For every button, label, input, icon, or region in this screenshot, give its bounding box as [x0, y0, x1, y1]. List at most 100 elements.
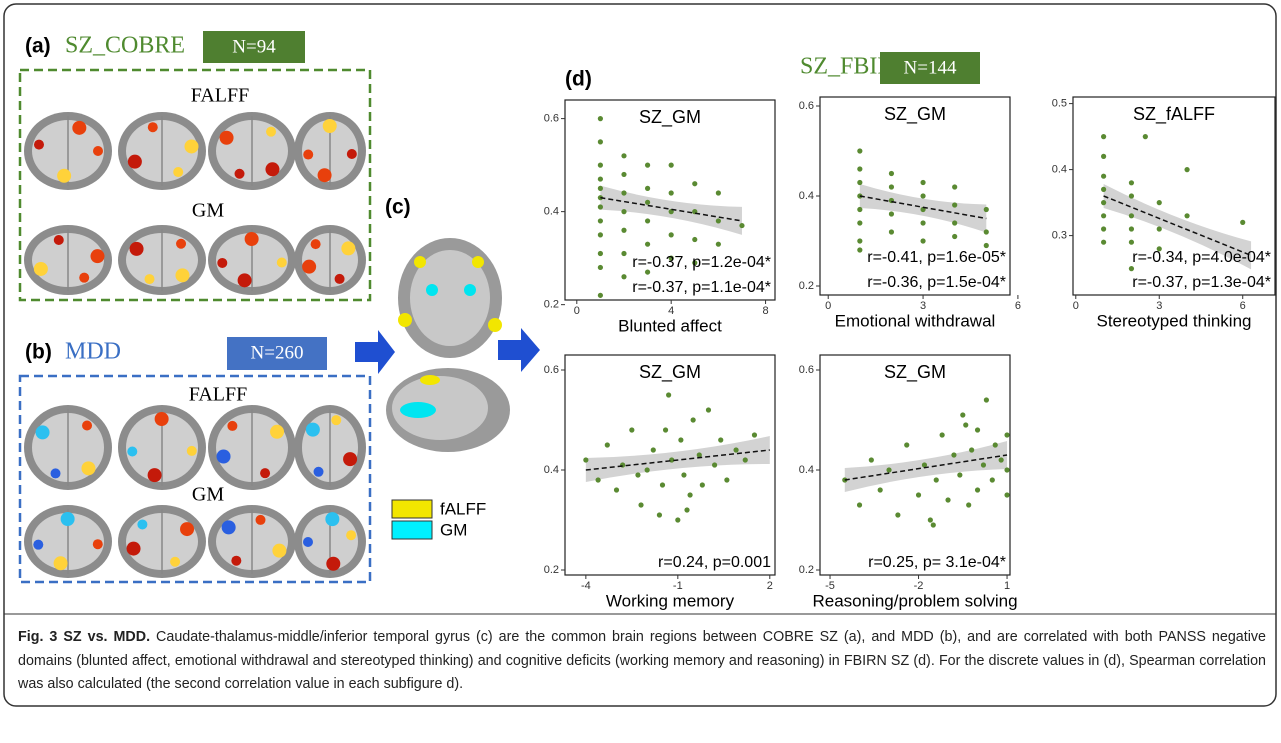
point: [952, 202, 957, 207]
point: [928, 517, 933, 522]
point: [920, 238, 925, 243]
point: [752, 432, 757, 437]
point: [857, 180, 862, 185]
point: [1101, 226, 1106, 231]
x-axis-label: Emotional withdrawal: [835, 311, 996, 330]
blob: [54, 235, 64, 245]
blob: [347, 149, 357, 159]
point: [638, 502, 643, 507]
blob: [148, 122, 158, 132]
x-axis-label: Stereotyped thinking: [1097, 311, 1252, 330]
point: [1184, 213, 1189, 218]
blob: [266, 127, 276, 137]
row-label: FALFF: [189, 384, 248, 406]
point: [645, 163, 650, 168]
point: [916, 492, 921, 497]
blob: [303, 150, 313, 160]
x-tick-label: -5: [825, 580, 835, 592]
blob: [400, 402, 436, 418]
blob: [128, 155, 142, 169]
n-label: N=144: [904, 57, 957, 78]
blob: [217, 258, 227, 268]
point: [598, 176, 603, 181]
point: [598, 232, 603, 237]
x-tick-label: -4: [581, 580, 591, 592]
point: [596, 477, 601, 482]
point: [1004, 467, 1009, 472]
point: [645, 186, 650, 191]
point: [1129, 266, 1134, 271]
blob: [180, 522, 194, 536]
legend-label: GM: [440, 520, 467, 539]
point: [1101, 240, 1106, 245]
point: [706, 407, 711, 412]
blob: [341, 241, 355, 255]
blob: [51, 468, 61, 478]
blob: [472, 256, 484, 268]
x-tick-label: 2: [767, 580, 773, 592]
blob: [398, 313, 412, 327]
caption-text: Caudate-thalamus-middle/inferior tempora…: [18, 629, 1266, 692]
point: [1101, 213, 1106, 218]
y-tick-label: 0.6: [544, 364, 559, 376]
blob: [155, 412, 169, 426]
stat-annotation: r=0.24, p=0.001: [658, 554, 771, 571]
blob: [302, 260, 316, 274]
blob: [277, 258, 287, 268]
plot-title: SZ_GM: [639, 362, 701, 383]
n-label: N=94: [232, 36, 276, 57]
point: [645, 467, 650, 472]
point: [869, 457, 874, 462]
point: [1129, 226, 1134, 231]
point: [857, 148, 862, 153]
point: [678, 437, 683, 442]
point: [724, 477, 729, 482]
point: [857, 166, 862, 171]
point: [981, 462, 986, 467]
point: [663, 427, 668, 432]
point: [886, 467, 891, 472]
point: [716, 242, 721, 247]
point: [598, 251, 603, 256]
stat-annotation: r=-0.36, p=1.5e-04*: [867, 274, 1006, 291]
arrow: [355, 330, 395, 374]
point: [684, 507, 689, 512]
point: [598, 293, 603, 298]
blob: [72, 121, 86, 135]
point: [940, 432, 945, 437]
caption: Fig. 3 SZ vs. MDD. Caudate-thalamus-midd…: [18, 626, 1266, 697]
blob: [137, 519, 147, 529]
blob: [54, 556, 68, 570]
x-tick-label: 8: [762, 305, 768, 317]
point: [621, 228, 626, 233]
x-tick-label: 1: [1004, 580, 1010, 592]
x-tick-label: 0: [1073, 300, 1079, 312]
blob: [331, 415, 341, 425]
point: [857, 220, 862, 225]
point: [660, 482, 665, 487]
blob: [260, 468, 270, 478]
caption-heading: Fig. 3 SZ vs. MDD.: [18, 629, 150, 645]
point: [857, 247, 862, 252]
point: [598, 116, 603, 121]
point: [857, 502, 862, 507]
point: [645, 242, 650, 247]
y-tick-label: 0.2: [544, 564, 559, 576]
legend-swatch: [392, 500, 432, 518]
point: [598, 265, 603, 270]
x-tick-label: 6: [1015, 300, 1021, 312]
point: [645, 218, 650, 223]
y-tick-label: 0.3: [1052, 230, 1067, 242]
point: [993, 442, 998, 447]
blob: [314, 467, 324, 477]
point: [657, 512, 662, 517]
point: [621, 209, 626, 214]
point: [889, 184, 894, 189]
point: [1157, 200, 1162, 205]
point: [687, 492, 692, 497]
point: [1101, 154, 1106, 159]
stat-annotation: r=-0.37, p=1.1e-04*: [632, 279, 771, 296]
blob: [231, 556, 241, 566]
stat-annotation: r=-0.41, p=1.6e-05*: [867, 249, 1006, 266]
blob: [170, 557, 180, 567]
